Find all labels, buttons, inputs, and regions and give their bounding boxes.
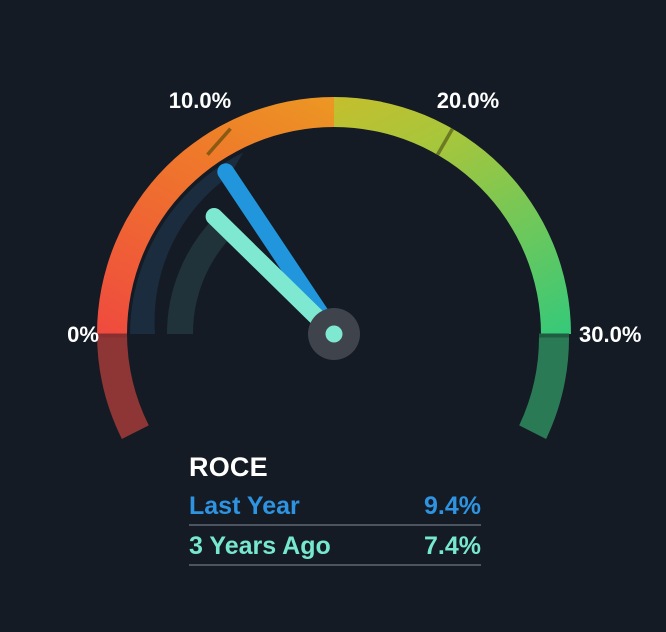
- gauge-legend: ROCE Last Year 9.4% 3 Years Ago 7.4%: [189, 450, 481, 566]
- legend-value-last-year: 9.4%: [424, 492, 481, 520]
- legend-row-last-year: Last Year 9.4%: [189, 492, 481, 526]
- needle-three-years: [205, 208, 343, 343]
- gauge-band-left: [97, 97, 334, 334]
- legend-row-three-years: 3 Years Ago 7.4%: [189, 532, 481, 566]
- needle-cap-three-years: [325, 325, 343, 343]
- gauge-band-right: [334, 97, 571, 334]
- gauge-tick-20: [435, 127, 455, 156]
- legend-label-three-years: 3 Years Ago: [189, 532, 331, 560]
- gauge-tail-high: [519, 334, 570, 439]
- legend-value-three-years: 7.4%: [424, 532, 481, 560]
- gauge-tail-low: [97, 334, 149, 439]
- axis-label-0: 0%: [67, 322, 99, 347]
- track-three-years: [167, 217, 234, 334]
- axis-label-30: 30.0%: [579, 322, 641, 347]
- axis-label-10: 10.0%: [169, 88, 231, 113]
- gauge-tick-10: [206, 127, 232, 156]
- legend-label-last-year: Last Year: [189, 492, 300, 520]
- page-title: ROCE: [189, 452, 268, 482]
- axis-label-20: 20.0%: [437, 88, 499, 113]
